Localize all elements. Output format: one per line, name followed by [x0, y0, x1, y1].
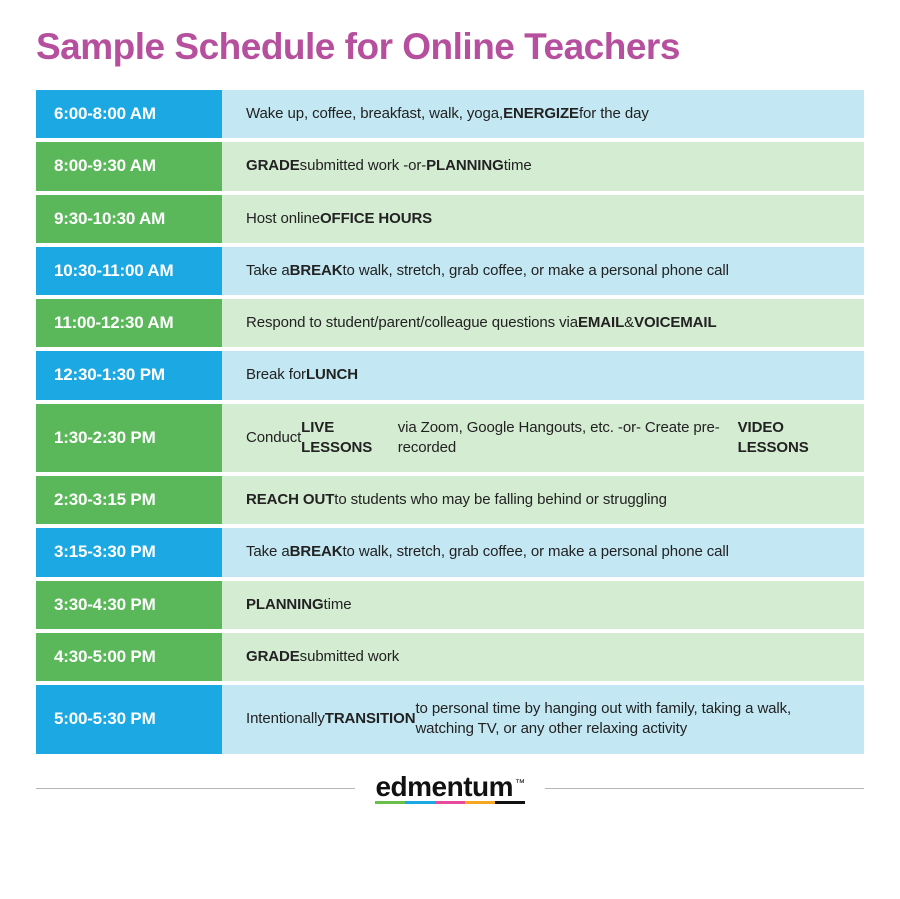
- schedule-row: 4:30-5:00 PMGRADE submitted work: [36, 633, 864, 681]
- desc-cell: Conduct LIVE LESSONS via Zoom, Google Ha…: [222, 404, 864, 473]
- footer: edmentum™: [36, 768, 864, 808]
- brand-underline-segment: [375, 801, 405, 804]
- schedule-row: 6:00-8:00 AMWake up, coffee, breakfast, …: [36, 90, 864, 138]
- desc-cell: GRADE submitted work -or- PLANNING time: [222, 142, 864, 190]
- time-cell: 1:30-2:30 PM: [36, 404, 222, 473]
- time-cell: 11:00-12:30 AM: [36, 299, 222, 347]
- desc-cell: Intentionally TRANSITION to personal tim…: [222, 685, 864, 754]
- brand-underline-segment: [435, 801, 465, 804]
- time-cell: 3:30-4:30 PM: [36, 581, 222, 629]
- desc-cell: PLANNING time: [222, 581, 864, 629]
- brand-logo: edmentum™: [355, 771, 544, 804]
- schedule-table: 6:00-8:00 AMWake up, coffee, breakfast, …: [36, 90, 864, 754]
- desc-cell: Wake up, coffee, breakfast, walk, yoga, …: [222, 90, 864, 138]
- desc-cell: Take a BREAK to walk, stretch, grab coff…: [222, 247, 864, 295]
- time-cell: 6:00-8:00 AM: [36, 90, 222, 138]
- desc-cell: Respond to student/parent/colleague ques…: [222, 299, 864, 347]
- schedule-row: 12:30-1:30 PMBreak for LUNCH: [36, 351, 864, 399]
- brand-name: edmentum: [375, 771, 513, 802]
- schedule-row: 11:00-12:30 AMRespond to student/parent/…: [36, 299, 864, 347]
- time-cell: 4:30-5:00 PM: [36, 633, 222, 681]
- schedule-row: 2:30-3:15 PMREACH OUT to students who ma…: [36, 476, 864, 524]
- desc-cell: Host online OFFICE HOURS: [222, 195, 864, 243]
- brand-tm: ™: [515, 778, 525, 789]
- time-cell: 10:30-11:00 AM: [36, 247, 222, 295]
- desc-cell: REACH OUT to students who may be falling…: [222, 476, 864, 524]
- time-cell: 5:00-5:30 PM: [36, 685, 222, 754]
- schedule-row: 3:30-4:30 PMPLANNING time: [36, 581, 864, 629]
- schedule-row: 5:00-5:30 PMIntentionally TRANSITION to …: [36, 685, 864, 754]
- schedule-row: 1:30-2:30 PMConduct LIVE LESSONS via Zoo…: [36, 404, 864, 473]
- brand-underline-segment: [405, 801, 435, 804]
- time-cell: 8:00-9:30 AM: [36, 142, 222, 190]
- time-cell: 2:30-3:15 PM: [36, 476, 222, 524]
- desc-cell: Take a BREAK to walk, stretch, grab coff…: [222, 528, 864, 576]
- desc-cell: Break for LUNCH: [222, 351, 864, 399]
- schedule-row: 9:30-10:30 AMHost online OFFICE HOURS: [36, 195, 864, 243]
- schedule-row: 3:15-3:30 PMTake a BREAK to walk, stretc…: [36, 528, 864, 576]
- page-title: Sample Schedule for Online Teachers: [36, 26, 864, 68]
- time-cell: 12:30-1:30 PM: [36, 351, 222, 399]
- brand-underline-segment: [495, 801, 525, 804]
- schedule-row: 10:30-11:00 AMTake a BREAK to walk, stre…: [36, 247, 864, 295]
- brand-underline: [375, 801, 524, 804]
- time-cell: 9:30-10:30 AM: [36, 195, 222, 243]
- desc-cell: GRADE submitted work: [222, 633, 864, 681]
- schedule-row: 8:00-9:30 AMGRADE submitted work -or- PL…: [36, 142, 864, 190]
- brand-underline-segment: [465, 801, 495, 804]
- time-cell: 3:15-3:30 PM: [36, 528, 222, 576]
